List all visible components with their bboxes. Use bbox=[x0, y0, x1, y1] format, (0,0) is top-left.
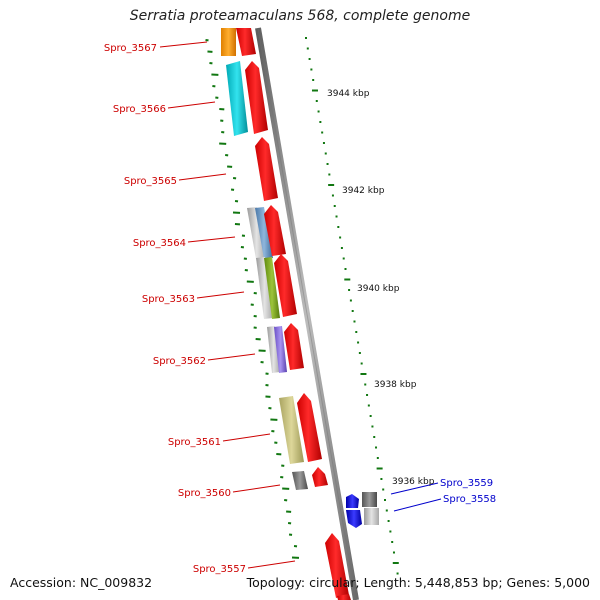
gene-spro-3563-arrow[interactable] bbox=[274, 254, 297, 317]
gene-label-spro-3562[interactable]: Spro_3562 bbox=[153, 356, 206, 367]
gene-spro-3557-arrow-tail[interactable] bbox=[337, 594, 351, 600]
leader-line bbox=[393, 498, 442, 512]
gene-spro-3560-feature[interactable] bbox=[292, 471, 308, 490]
gene-spro-3560-arrow[interactable] bbox=[312, 467, 328, 487]
scale-tick-track bbox=[305, 37, 399, 575]
gene-spro-3565-arrow[interactable] bbox=[255, 137, 278, 201]
gene-spro-3564-feature-a[interactable] bbox=[247, 207, 266, 259]
gene-spro-3564-arrow[interactable] bbox=[264, 205, 286, 256]
gene-label-spro-3558[interactable]: Spro_3558 bbox=[443, 494, 496, 505]
gc-content-track bbox=[205, 39, 300, 559]
leader-line bbox=[222, 433, 271, 442]
scale-label-3938: 3938 kbp bbox=[374, 380, 417, 390]
gene-spro-3567-arrow[interactable] bbox=[236, 28, 256, 56]
scale-label-3940: 3940 kbp bbox=[357, 284, 400, 294]
gene-labels: Spro_3567 Spro_3566 Spro_3565 Spro_3564 … bbox=[104, 41, 496, 575]
gene-spro-3559-arrow[interactable] bbox=[346, 494, 359, 508]
leader-line bbox=[207, 353, 256, 361]
gene-label-spro-3560[interactable]: Spro_3560 bbox=[178, 488, 231, 499]
gene-spro-3558-feature[interactable] bbox=[364, 508, 379, 525]
gene-label-spro-3566[interactable]: Spro_3566 bbox=[113, 104, 166, 115]
gene-spro-3562-feature-a[interactable] bbox=[267, 326, 280, 373]
topology-text: Topology: circular; Length: 5,448,853 bp… bbox=[246, 575, 590, 590]
gene-spro-3558-arrow[interactable] bbox=[346, 510, 362, 528]
leader-line bbox=[159, 41, 208, 48]
gene-spro-3562-feature-b[interactable] bbox=[274, 326, 287, 373]
accession-text: Accession: NC_009832 bbox=[10, 575, 153, 590]
scale-label-3936: 3936 kbp bbox=[392, 477, 435, 487]
gene-label-spro-3561[interactable]: Spro_3561 bbox=[168, 437, 221, 448]
genome-backbone bbox=[255, 27, 359, 600]
scale-label-3942: 3942 kbp bbox=[342, 186, 385, 196]
scale-label-3944: 3944 kbp bbox=[327, 89, 370, 99]
gene-spro-3561-arrow[interactable] bbox=[297, 393, 322, 462]
gene-label-spro-3567[interactable]: Spro_3567 bbox=[104, 43, 157, 54]
leader-line bbox=[167, 101, 216, 109]
gene-spro-3559-feature[interactable] bbox=[362, 492, 377, 507]
gene-label-spro-3557[interactable]: Spro_3557 bbox=[193, 564, 246, 575]
genome-title: Serratia proteamaculans 568, complete ge… bbox=[129, 8, 471, 24]
reverse-strand-features bbox=[221, 28, 308, 490]
gene-spro-3563-feature-a[interactable] bbox=[256, 257, 273, 319]
leader-line bbox=[390, 482, 439, 495]
gene-label-spro-3565[interactable]: Spro_3565 bbox=[124, 176, 177, 187]
gene-spro-3566-arrow[interactable] bbox=[245, 61, 268, 134]
gene-label-spro-3563[interactable]: Spro_3563 bbox=[142, 294, 195, 305]
gene-spro-3564-feature-b[interactable] bbox=[255, 207, 273, 259]
gene-label-spro-3559[interactable]: Spro_3559 bbox=[440, 478, 493, 489]
gene-spro-3566-feature[interactable] bbox=[226, 61, 248, 136]
leader-line bbox=[178, 173, 227, 181]
leader-line bbox=[187, 236, 236, 243]
leader-line bbox=[196, 291, 245, 299]
gene-spro-3562-arrow[interactable] bbox=[284, 323, 304, 370]
gene-spro-3557-arrow[interactable] bbox=[325, 533, 349, 598]
forward-strand-features bbox=[346, 492, 379, 528]
gene-spro-3561-feature[interactable] bbox=[279, 396, 304, 464]
gene-label-spro-3564[interactable]: Spro_3564 bbox=[133, 238, 186, 249]
scale-labels: 3944 kbp 3942 kbp 3940 kbp 3938 kbp 3936… bbox=[327, 89, 435, 487]
gene-spro-3563-feature-b[interactable] bbox=[264, 257, 280, 319]
gene-arrows bbox=[236, 28, 351, 600]
leader-line bbox=[247, 560, 296, 569]
gene-spro-3567-feature-a[interactable] bbox=[221, 28, 236, 56]
leader-line bbox=[232, 484, 281, 493]
